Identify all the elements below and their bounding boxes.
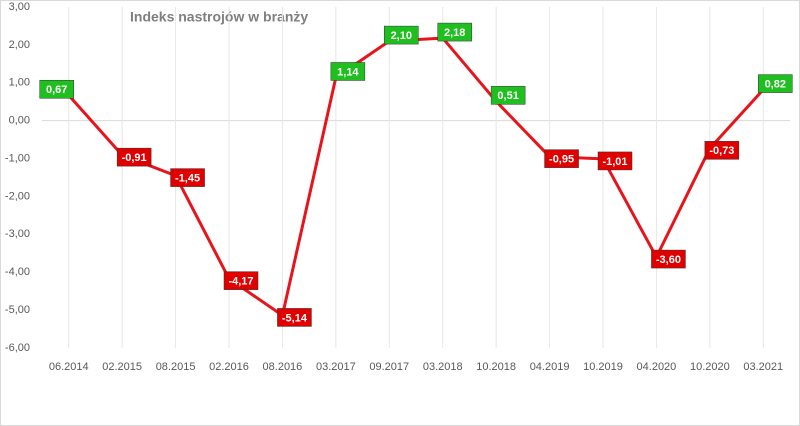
value-label-box (490, 86, 526, 105)
y-tick-label: -1,00 (5, 152, 30, 164)
value-label: -0,91 (122, 152, 147, 164)
value-label-box (544, 149, 579, 168)
y-tick-label: 2,00 (9, 39, 30, 51)
x-tick-label: 03.2018 (423, 361, 463, 373)
value-label-box (330, 62, 366, 81)
x-tick-label: 08.2015 (156, 361, 196, 373)
value-label-box (437, 22, 472, 42)
value-label-box (277, 308, 312, 327)
value-label-box (116, 147, 152, 167)
y-tick-label: 3,00 (9, 1, 30, 13)
y-tick-label: -2,00 (5, 190, 30, 202)
value-label: -3,60 (656, 254, 681, 266)
y-tick-label: -4,00 (5, 266, 30, 278)
y-tick-label: -5,00 (5, 304, 30, 316)
y-tick-label: -6,00 (5, 342, 30, 354)
value-label: 2,10 (391, 30, 412, 42)
y-tick-label: 0,00 (9, 115, 30, 127)
value-label: 0,51 (497, 90, 518, 102)
x-tick-label: 09.2017 (369, 361, 409, 373)
chart-title: Indeks nastrojów w branży (130, 9, 308, 25)
x-tick-label: 06.2014 (49, 361, 89, 373)
value-label: 2,18 (444, 27, 465, 39)
value-label: 0,67 (46, 84, 67, 96)
value-label: -0,73 (709, 145, 734, 157)
value-label-box (597, 151, 633, 171)
x-tick-label: 10.2020 (690, 361, 730, 373)
value-label: -5,14 (282, 312, 308, 324)
value-label-box (651, 249, 686, 269)
value-label: 0,82 (765, 79, 786, 91)
x-tick-label: 03.2021 (743, 361, 783, 373)
value-label-box (384, 25, 419, 45)
x-tick-label: 02.2015 (102, 361, 142, 373)
value-label: -1,01 (602, 156, 627, 168)
value-label-box (170, 168, 205, 187)
value-label-box (223, 271, 259, 290)
y-tick-label: 1,00 (9, 77, 30, 89)
x-tick-label: 02.2016 (209, 361, 249, 373)
x-tick-label: 04.2019 (530, 361, 570, 373)
x-tick-label: 08.2016 (263, 361, 303, 373)
value-label: 1,14 (337, 66, 359, 78)
value-label-box (704, 141, 740, 160)
value-label: -1,45 (175, 173, 200, 185)
x-tick-label: 10.2018 (476, 361, 516, 373)
x-tick-label: 04.2020 (637, 361, 677, 373)
x-tick-label: 10.2019 (583, 361, 623, 373)
y-tick-label: -3,00 (5, 228, 30, 240)
value-label: -4,17 (228, 276, 253, 288)
value-label: -0,95 (549, 154, 574, 166)
value-label-box (758, 74, 793, 93)
value-label-box (39, 80, 74, 99)
x-tick-label: 03.2017 (316, 361, 356, 373)
